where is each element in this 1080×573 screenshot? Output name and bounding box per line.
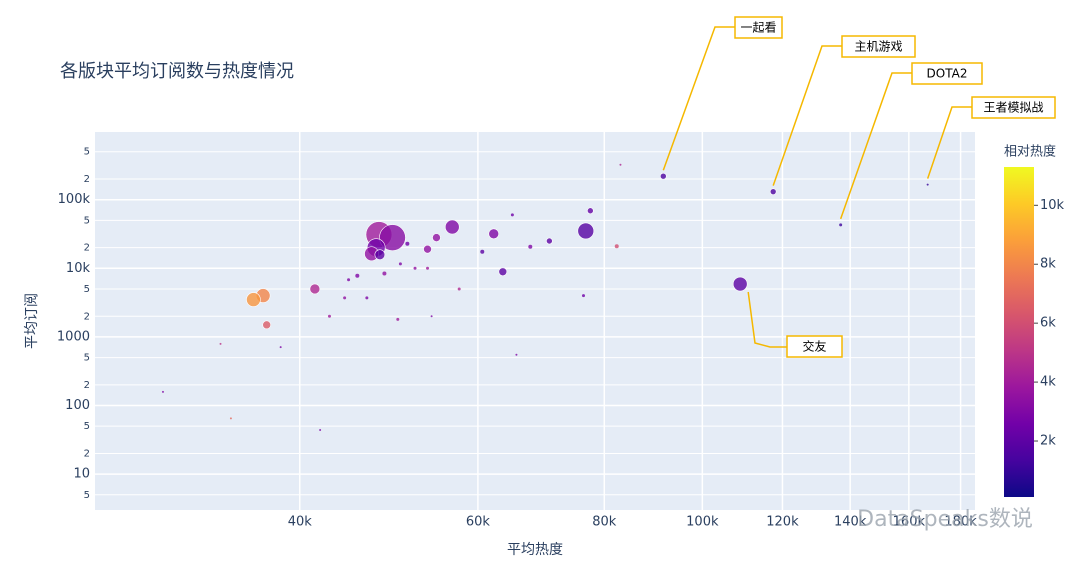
bubble xyxy=(444,219,460,235)
colorbar xyxy=(1004,167,1034,497)
bubble xyxy=(457,287,461,291)
bubble xyxy=(546,237,553,245)
colorbar-tick-label: 8k xyxy=(1040,257,1056,272)
colorbar-tick-label: 10k xyxy=(1040,198,1065,213)
bubble xyxy=(581,294,585,298)
bubble xyxy=(423,244,432,254)
x-tick-label: 120k xyxy=(766,515,799,530)
annotation-text: 交友 xyxy=(802,339,826,354)
chart-title: 各版块平均订阅数与热度情况 xyxy=(60,61,294,82)
colorbar-tick-label: 6k xyxy=(1040,316,1056,331)
bubble xyxy=(374,249,386,260)
bubble xyxy=(229,417,232,420)
bubble xyxy=(343,296,347,300)
bubble xyxy=(619,163,622,166)
x-tick-label: 80k xyxy=(592,515,617,530)
bubble xyxy=(246,292,261,307)
bubble xyxy=(262,320,271,330)
bubble xyxy=(430,315,433,318)
x-tick-label: 40k xyxy=(288,515,313,530)
y-tick-label: 2 xyxy=(84,174,90,185)
bubble xyxy=(528,244,533,249)
y-tick-label: 100 xyxy=(65,398,90,413)
bubble xyxy=(488,228,500,240)
annotation-box xyxy=(971,96,1056,119)
colorbar-title: 相对热度 xyxy=(1004,144,1056,160)
y-tick-label: 2 xyxy=(84,311,90,322)
x-axis-title: 平均热度 xyxy=(507,542,563,558)
watermark: DataSpeaks数说 xyxy=(857,507,1033,532)
bubble xyxy=(660,172,667,180)
annotation-box xyxy=(841,35,916,58)
x-tick-label: 160k xyxy=(893,515,926,530)
x-tick-label: 180k xyxy=(944,515,977,530)
annotation-text: DOTA2 xyxy=(927,67,968,81)
bubble xyxy=(405,241,410,246)
bubble xyxy=(432,233,441,242)
bubble xyxy=(480,249,485,254)
bubble xyxy=(732,276,748,292)
colorbar-tick-label: 2k xyxy=(1040,434,1056,449)
plot-area xyxy=(95,132,975,510)
annotation-text: 一起看 xyxy=(740,21,776,35)
y-tick-label: 5 xyxy=(84,490,90,501)
annotation-arrow xyxy=(747,291,787,348)
bubble xyxy=(839,223,843,227)
y-tick-label: 2 xyxy=(84,448,90,459)
annotation-arrow xyxy=(772,45,842,186)
annotation-box xyxy=(734,16,783,39)
bubble xyxy=(926,183,929,186)
bubble xyxy=(413,266,417,270)
bubble xyxy=(309,283,321,295)
y-tick-label: 10 xyxy=(73,467,90,482)
bubble xyxy=(379,224,406,251)
bubble xyxy=(577,222,595,240)
bubble xyxy=(327,314,331,318)
bubble xyxy=(587,207,594,215)
y-tick-label: 1000 xyxy=(57,329,90,344)
x-tick-label: 140k xyxy=(834,515,867,530)
bubble xyxy=(515,353,518,356)
bubble xyxy=(426,266,430,270)
y-axis-title: 平均订阅 xyxy=(24,293,40,349)
annotation-arrow xyxy=(926,106,972,179)
bubble xyxy=(279,346,282,349)
y-tick-label: 2 xyxy=(84,380,90,391)
bubble xyxy=(396,317,400,321)
y-tick-label: 10k xyxy=(66,261,91,276)
colorbar-tick-label: 4k xyxy=(1040,375,1056,390)
bubble xyxy=(319,428,322,431)
y-tick-label: 5 xyxy=(84,147,90,158)
bubble xyxy=(161,390,164,393)
bubble xyxy=(355,273,360,278)
bubble xyxy=(382,271,387,276)
bubble xyxy=(510,213,514,217)
annotation-box xyxy=(911,62,983,85)
y-tick-label: 2 xyxy=(84,243,90,254)
y-tick-label: 100k xyxy=(58,192,91,207)
y-tick-label: 5 xyxy=(84,421,90,432)
annotation-arrow xyxy=(662,26,735,171)
annotation-arrow xyxy=(839,72,912,220)
annotation-text: 王者模拟战 xyxy=(983,101,1043,115)
bubble xyxy=(769,188,777,195)
bubble xyxy=(398,262,402,266)
x-tick-label: 100k xyxy=(686,515,719,530)
annotation-text: 主机游戏 xyxy=(854,40,902,54)
y-tick-label: 5 xyxy=(84,215,90,226)
bubble xyxy=(219,342,222,345)
y-tick-label: 5 xyxy=(84,353,90,364)
x-tick-label: 60k xyxy=(466,515,491,530)
annotation-box xyxy=(786,335,843,358)
y-tick-label: 5 xyxy=(84,284,90,295)
bubble xyxy=(498,267,508,277)
bubble xyxy=(614,244,619,249)
bubble xyxy=(365,296,369,300)
bubble xyxy=(347,278,351,282)
